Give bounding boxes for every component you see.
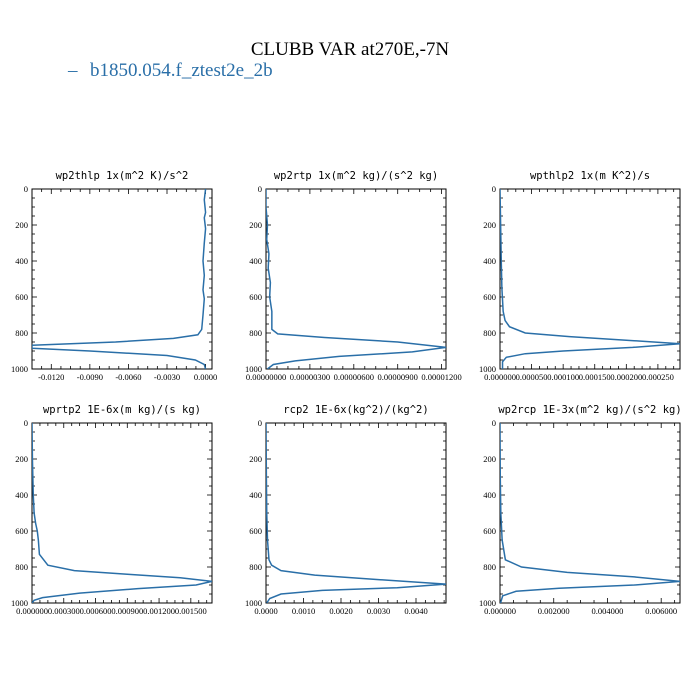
- y-tick-label: 1000: [245, 364, 262, 374]
- legend: – b1850.054.f_ztest2e_2b: [67, 60, 273, 81]
- subplot-title: wp2thlp 1x(m^2 K)/s^2: [56, 170, 189, 182]
- x-tick-label: 0.000150: [579, 372, 611, 382]
- legend-marker: –: [67, 60, 78, 81]
- x-tick-label: 0.000300: [48, 606, 80, 616]
- x-tick-label: 0.0020: [329, 606, 352, 616]
- y-tick-label: 800: [15, 562, 28, 572]
- y-tick-label: 0: [492, 418, 496, 428]
- x-tick-label: 0.002000: [538, 606, 570, 616]
- x-tick-label: -0.0060: [115, 372, 141, 382]
- y-tick-label: 800: [483, 562, 496, 572]
- x-tick-label: 0.000000: [484, 372, 516, 382]
- y-tick-label: 600: [15, 526, 28, 536]
- profile-line: [500, 189, 680, 369]
- y-tick-label: 0: [492, 184, 496, 194]
- x-tick-label: 0.000200: [610, 372, 642, 382]
- x-tick-label: 0.000250: [642, 372, 674, 382]
- x-tick-label: 0.0000: [254, 606, 277, 616]
- subplot-title: wp2rtp 1x(m^2 kg)/(s^2 kg): [274, 170, 438, 182]
- x-tick-label: 0.001200: [143, 606, 175, 616]
- subplot-1: wp2thlp 1x(m^2 K)/s^2 0 200 400 600 800 1000 -0…: [11, 170, 217, 382]
- x-tick-label: 0.00000900: [378, 372, 418, 382]
- profile-line: [500, 423, 680, 603]
- x-tick-label: 0.000050: [516, 372, 548, 382]
- x-tick-label: 0.00000000: [246, 372, 286, 382]
- y-tick-label: 200: [483, 220, 496, 230]
- x-tick-label: 0.000000: [484, 606, 516, 616]
- x-tick-label: 0.000900: [111, 606, 143, 616]
- subplot-2: wp2rtp 1x(m^2 kg)/(s^2 kg) 0 200 400 600 800 1…: [245, 170, 462, 382]
- subplot-4: wprtp2 1E-6x(m kg)/(s kg) 0 200 400 600 800 10…: [11, 404, 213, 616]
- x-tick-label: 0.001500: [175, 606, 207, 616]
- subplot-title: wpthlp2 1x(m K^2)/s: [530, 170, 650, 182]
- y-tick-label: 200: [249, 220, 262, 230]
- y-tick-label: 400: [249, 490, 262, 500]
- y-tick-label: 400: [249, 256, 262, 266]
- y-tick-label: 0: [24, 418, 28, 428]
- subplot-title: wprtp2 1E-6x(m kg)/(s kg): [43, 404, 201, 416]
- x-tick-label: -0.0090: [77, 372, 103, 382]
- y-tick-label: 600: [249, 526, 262, 536]
- axes-frame: [499, 422, 681, 604]
- profile-line: [32, 423, 212, 603]
- x-tick-label: 0.006000: [645, 606, 677, 616]
- x-tick-label: 0.000600: [80, 606, 112, 616]
- subplot-grid: wp2thlp 1x(m^2 K)/s^2 0 200 400 600 800 1000 -0…: [11, 170, 682, 616]
- y-tick-label: 200: [483, 454, 496, 464]
- y-tick-label: 1000: [479, 364, 496, 374]
- x-tick-label: 0.00000600: [334, 372, 374, 382]
- y-tick-label: 1000: [11, 364, 28, 374]
- subplot-5: rcp2 1E-6x(kg^2)/(kg^2) 0 200 400 600 800 1000…: [245, 404, 447, 616]
- x-tick-label: 0.000000: [16, 606, 48, 616]
- y-tick-label: 800: [249, 328, 262, 338]
- y-tick-label: 200: [15, 454, 28, 464]
- y-tick-label: 0: [258, 184, 262, 194]
- figure-title: CLUBB VAR at270E,-7N: [251, 39, 450, 60]
- y-tick-label: 600: [249, 292, 262, 302]
- subplot-title: rcp2 1E-6x(kg^2)/(kg^2): [283, 404, 428, 416]
- x-tick-label: -0.0030: [154, 372, 180, 382]
- legend-label: b1850.054.f_ztest2e_2b: [90, 60, 273, 81]
- profile-line: [266, 423, 446, 603]
- axes-frame: [31, 422, 213, 604]
- y-tick-label: 400: [483, 490, 496, 500]
- x-tick-label: 0.00000300: [290, 372, 330, 382]
- y-tick-label: 1000: [11, 598, 28, 608]
- y-tick-label: 1000: [245, 598, 262, 608]
- y-tick-label: 400: [483, 256, 496, 266]
- y-tick-label: 800: [483, 328, 496, 338]
- y-tick-label: 200: [15, 220, 28, 230]
- x-tick-label: 0.0000: [194, 372, 217, 382]
- y-tick-label: 200: [249, 454, 262, 464]
- profile-line: [266, 189, 446, 369]
- y-tick-label: 1000: [479, 598, 496, 608]
- y-tick-label: 400: [15, 256, 28, 266]
- y-tick-label: 600: [483, 526, 496, 536]
- y-tick-label: 800: [249, 562, 262, 572]
- x-tick-label: 0.0010: [292, 606, 315, 616]
- x-tick-label: -0.0120: [38, 372, 64, 382]
- y-tick-label: 0: [24, 184, 28, 194]
- x-tick-label: 0.0030: [367, 606, 390, 616]
- x-tick-label: 0.00001200: [421, 372, 461, 382]
- y-tick-label: 600: [483, 292, 496, 302]
- axes-frame: [265, 188, 447, 370]
- x-tick-label: 0.004000: [592, 606, 624, 616]
- subplot-3: wpthlp2 1x(m K^2)/s020040060080010000.00…: [479, 170, 681, 382]
- subplot-6: wp2rcp 1E-3x(m^2 kg)/(s^2 kg)0 200 400 600 8…: [479, 404, 682, 616]
- y-tick-label: 400: [15, 490, 28, 500]
- subplot-title: wp2rcp 1E-3x(m^2 kg)/(s^2 kg): [498, 404, 681, 416]
- y-tick-label: 0: [258, 418, 262, 428]
- x-tick-label: 0.0040: [404, 606, 427, 616]
- profile-line: [32, 189, 207, 369]
- x-tick-label: 0.000100: [547, 372, 579, 382]
- axes-frame: [265, 422, 447, 604]
- y-tick-label: 600: [15, 292, 28, 302]
- y-tick-label: 800: [15, 328, 28, 338]
